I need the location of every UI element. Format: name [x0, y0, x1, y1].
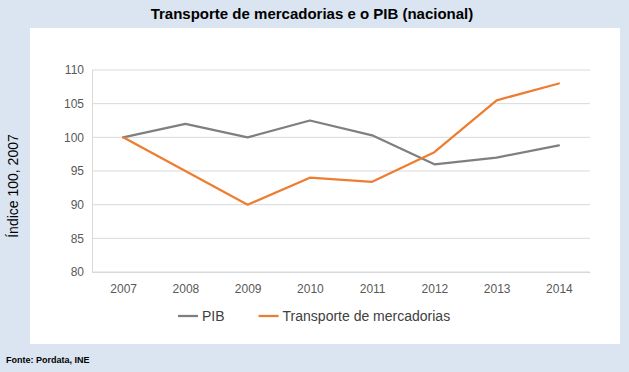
y-axis: 80 85 90 95 100 105 110 [64, 63, 93, 279]
legend-swatch [178, 315, 198, 317]
grid [92, 70, 590, 272]
y-tick: 80 [71, 265, 92, 279]
y-tick-label: 90 [71, 198, 85, 212]
grid-line [92, 171, 590, 172]
x-tick-label: 2010 [297, 282, 324, 296]
grid-line [92, 137, 590, 138]
y-tick-label: 85 [71, 232, 85, 246]
grid-line [92, 204, 590, 205]
x-tick: 2007 [110, 272, 137, 296]
x-tick: 2014 [546, 272, 573, 296]
x-tick: 2010 [297, 272, 324, 296]
x-tick-label: 2007 [110, 282, 137, 296]
x-tick-label: 2012 [422, 282, 449, 296]
x-tick: 2013 [484, 272, 511, 296]
y-tick: 85 [71, 232, 92, 246]
legend-swatch [259, 315, 279, 317]
y-tick-label: 80 [71, 265, 85, 279]
x-tick: 2008 [173, 272, 200, 296]
series-line [123, 121, 559, 165]
grid-line [92, 103, 590, 104]
plot [123, 83, 559, 204]
x-tick-label: 2013 [484, 282, 511, 296]
x-axis-line [93, 272, 591, 273]
background [0, 0, 629, 372]
x-tick-label: 2014 [546, 282, 573, 296]
y-tick: 110 [65, 63, 92, 77]
source: Fonte: Pordata, INE [6, 355, 90, 365]
legend-label: PIB [202, 308, 225, 324]
grid-line [92, 272, 590, 273]
y-tick: 90 [71, 198, 92, 212]
y-tick-label: 95 [71, 164, 85, 178]
x-tick: 2012 [422, 272, 449, 296]
x-tick: 2011 [360, 272, 386, 296]
y-tick-label: 110 [65, 63, 84, 77]
grid-line [92, 70, 590, 71]
x-tick-label: 2008 [173, 282, 200, 296]
y-tick: 105 [64, 97, 92, 111]
title: Transporte de mercadorias e o PIB (nacio… [151, 5, 474, 22]
x-tick-label: 2011 [360, 282, 386, 296]
x-tick-label: 2009 [235, 282, 262, 296]
y-tick-label: 100 [64, 131, 84, 145]
series-line [123, 83, 559, 204]
y-tick-label: 105 [64, 97, 84, 111]
x-tick: 2009 [235, 272, 262, 296]
y-tick: 95 [71, 164, 92, 178]
x-axis: 2007 2008 2009 2010 2011 2012 2013 2014 [93, 272, 591, 296]
y-axis-line [92, 71, 93, 273]
chart: Transporte de mercadorias e o PIB (nacio… [0, 0, 629, 372]
y-tick: 100 [64, 131, 92, 145]
legend-label: Transporte de mercadorias [283, 308, 451, 324]
chart-area [30, 28, 620, 344]
y-axis-title: Índice 100, 2007 [5, 134, 21, 238]
legend: PIB Transporte de mercadorias [178, 308, 450, 324]
grid-line [92, 238, 590, 239]
